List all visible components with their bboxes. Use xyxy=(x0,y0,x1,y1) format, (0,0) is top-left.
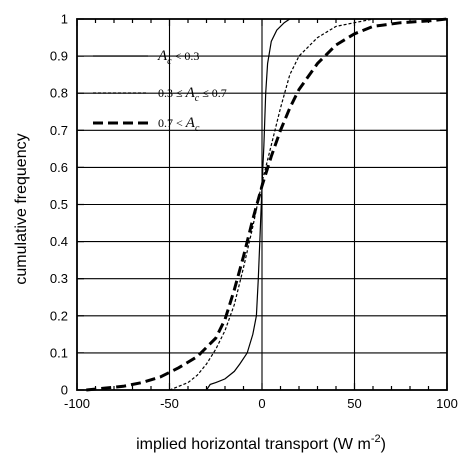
ticks xyxy=(76,18,448,391)
y-tick-label: 0.3 xyxy=(50,271,68,286)
x-tick-label: 100 xyxy=(436,396,458,411)
x-axis-title: implied horizontal transport (W m-2) xyxy=(136,433,386,453)
y-tick-label: 0.5 xyxy=(50,197,68,212)
legend-label: 0.3 ≤ Ac ≤ 0.7 xyxy=(158,85,227,104)
series-line-solid xyxy=(205,18,291,391)
y-axis-title: cumulative frequency xyxy=(13,133,30,284)
legend: Ac < 0.3 0.3 ≤ Ac ≤ 0.7 0.7 < Ac xyxy=(93,48,227,134)
y-tick-label: 0.1 xyxy=(50,345,68,360)
y-tick-label: 0.2 xyxy=(50,308,68,323)
x-tick-labels: -100 -50 0 50 100 xyxy=(64,396,458,411)
series-line-dotted xyxy=(169,18,374,391)
legend-label: 0.7 < Ac xyxy=(158,115,200,134)
legend-label: Ac < 0.3 xyxy=(157,48,199,67)
series-line-dashed xyxy=(86,17,448,392)
y-tick-labels: 0 0.1 0.2 0.3 0.4 0.5 0.6 0.7 0.8 0.9 1 xyxy=(50,12,68,398)
x-axis-title-main: implied horizontal transport (W m xyxy=(136,436,371,453)
x-axis-title-superscript: -2 xyxy=(371,433,381,445)
y-tick-label: 1 xyxy=(61,12,68,27)
x-tick-label: -50 xyxy=(160,396,179,411)
y-tick-label: 0.4 xyxy=(50,234,68,249)
x-tick-label: -100 xyxy=(64,396,90,411)
x-tick-label: 0 xyxy=(258,396,265,411)
grid xyxy=(77,19,447,390)
x-tick-label: 50 xyxy=(347,396,361,411)
x-axis-title-close: ) xyxy=(381,436,386,453)
y-tick-label: 0 xyxy=(61,383,68,398)
y-tick-label: 0.8 xyxy=(50,86,68,101)
series-layer xyxy=(86,17,448,392)
y-tick-label: 0.6 xyxy=(50,160,68,175)
y-tick-label: 0.7 xyxy=(50,123,68,138)
y-tick-label: 0.9 xyxy=(50,49,68,64)
